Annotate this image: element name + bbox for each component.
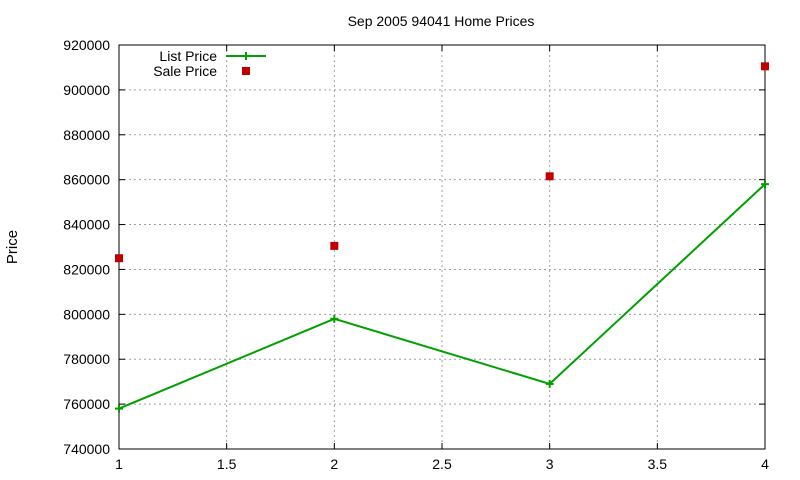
- x-tick-label: 3: [546, 456, 554, 472]
- list-price-point: [545, 379, 554, 388]
- list-price-line: [118, 183, 766, 410]
- plot-frame: [118, 44, 766, 450]
- chart-title: Sep 2005 94041 Home Prices: [348, 13, 535, 29]
- y-tick-label: 920000: [63, 37, 110, 53]
- y-tick-label: 780000: [63, 351, 110, 367]
- y-tick-label: 900000: [63, 82, 110, 98]
- sale-price-point: [761, 62, 769, 71]
- legend-swatch-marker: [242, 67, 250, 75]
- x-tick-label: 1: [115, 456, 123, 472]
- legend-label: Sale Price: [153, 63, 217, 79]
- sale-price-point: [115, 254, 123, 263]
- x-tick-label: 1.5: [217, 456, 237, 472]
- series-layer: [115, 62, 769, 413]
- y-tick-label: 740000: [63, 441, 110, 457]
- legend-swatch-marker: [242, 52, 250, 60]
- list-price-point: [330, 314, 339, 323]
- x-tick-label: 2.5: [432, 456, 452, 472]
- y-tick-label: 760000: [63, 396, 110, 412]
- y-tick-label: 860000: [63, 172, 110, 188]
- sale-price-point: [330, 241, 339, 250]
- y-axis-label: Price: [4, 230, 21, 264]
- x-tick-label: 2: [330, 456, 338, 472]
- sale-price-point: [545, 172, 554, 181]
- legend-label: List Price: [159, 48, 217, 64]
- x-tick-label: 4: [761, 456, 769, 472]
- x-tick-label: 3.5: [648, 456, 668, 472]
- y-tick-label: 880000: [63, 127, 110, 143]
- y-tick-label: 800000: [63, 306, 110, 322]
- list-price-point: [115, 404, 123, 413]
- list-price-point: [761, 180, 769, 189]
- y-tick-label: 820000: [63, 261, 110, 277]
- y-tick-label: 840000: [63, 217, 110, 233]
- ticks: 1 1.5 2 2.5 3 3.5 4 740000 760000 780000 800000 820…: [63, 37, 769, 472]
- grid: [119, 45, 765, 449]
